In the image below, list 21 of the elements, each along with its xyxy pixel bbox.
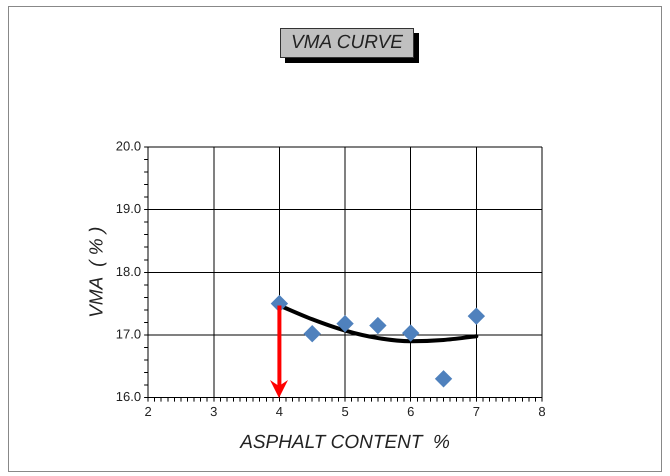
x-tick-label: 2 bbox=[144, 404, 152, 419]
y-tick-label: 16.0 bbox=[116, 389, 142, 404]
x-tick-label: 3 bbox=[210, 404, 218, 419]
point bbox=[468, 308, 485, 325]
y-tick-label: 17.0 bbox=[116, 326, 142, 342]
point bbox=[304, 325, 321, 342]
point bbox=[402, 324, 420, 342]
y-tick-label: 20.0 bbox=[116, 138, 142, 154]
point bbox=[369, 317, 386, 334]
x-tick-label: 6 bbox=[407, 404, 414, 419]
x-tick-label: 8 bbox=[538, 404, 546, 419]
x-tick-label: 5 bbox=[341, 404, 349, 419]
point bbox=[435, 370, 452, 388]
x-axis-title: ASPHALT CONTENT % bbox=[239, 432, 450, 453]
y-tick-label: 18.0 bbox=[116, 264, 142, 279]
y-tick-label: 19.0 bbox=[116, 201, 142, 216]
y-axis-title: VMA ( % ) bbox=[86, 226, 108, 318]
x-tick-label: 4 bbox=[276, 404, 284, 419]
chart-title: VMA CURVE bbox=[280, 28, 414, 58]
x-tick-label: 7 bbox=[472, 404, 480, 419]
point bbox=[336, 315, 354, 332]
